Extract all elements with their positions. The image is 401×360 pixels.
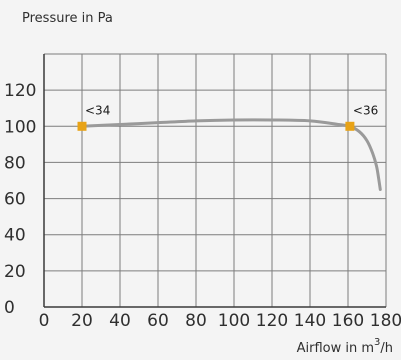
x-tick-label: 180 bbox=[370, 311, 401, 331]
x-tick-label: 160 bbox=[332, 311, 364, 331]
x-tick-label: 80 bbox=[185, 311, 207, 331]
x-axis-title: Airflow in m3/h bbox=[297, 337, 393, 356]
operating-point-marker bbox=[77, 121, 87, 131]
axes bbox=[43, 54, 386, 308]
x-tick-label: 0 bbox=[39, 311, 50, 331]
y-tick-label: 20 bbox=[4, 262, 26, 282]
y-tick-label: 80 bbox=[4, 153, 26, 173]
tick-labels: 0 20 40 60 80 100 120 140 160 180 0 20 40 60 80 100 120 bbox=[4, 81, 401, 331]
x-axis-title-suffix: /h bbox=[380, 341, 393, 356]
y-tick-label: 120 bbox=[4, 81, 36, 101]
x-tick-label: 140 bbox=[294, 311, 326, 331]
x-axis-title-main: Airflow in m bbox=[297, 341, 374, 356]
operating-point-marker bbox=[345, 121, 355, 131]
x-tick-label: 100 bbox=[218, 311, 250, 331]
y-tick-label: 0 bbox=[4, 298, 15, 318]
y-tick-label: 100 bbox=[4, 117, 36, 137]
plot-area bbox=[44, 54, 386, 307]
x-tick-label: 40 bbox=[109, 311, 131, 331]
series-layer bbox=[80, 118, 382, 192]
grid bbox=[44, 53, 387, 307]
x-tick-label: 60 bbox=[147, 311, 169, 331]
series-line bbox=[80, 118, 382, 192]
operating-point-label: <34 bbox=[85, 103, 110, 117]
y-axis-title: Pressure in Pa bbox=[22, 11, 113, 26]
x-tick-label: 20 bbox=[71, 311, 93, 331]
y-tick-label: 40 bbox=[4, 226, 26, 246]
x-tick-label: 120 bbox=[256, 311, 288, 331]
x-axis-title-superscript: 3 bbox=[374, 337, 380, 348]
operating-point-label: <36 bbox=[353, 103, 378, 117]
marker-layer: <34 <36 bbox=[77, 103, 378, 131]
y-tick-label: 60 bbox=[4, 190, 26, 210]
